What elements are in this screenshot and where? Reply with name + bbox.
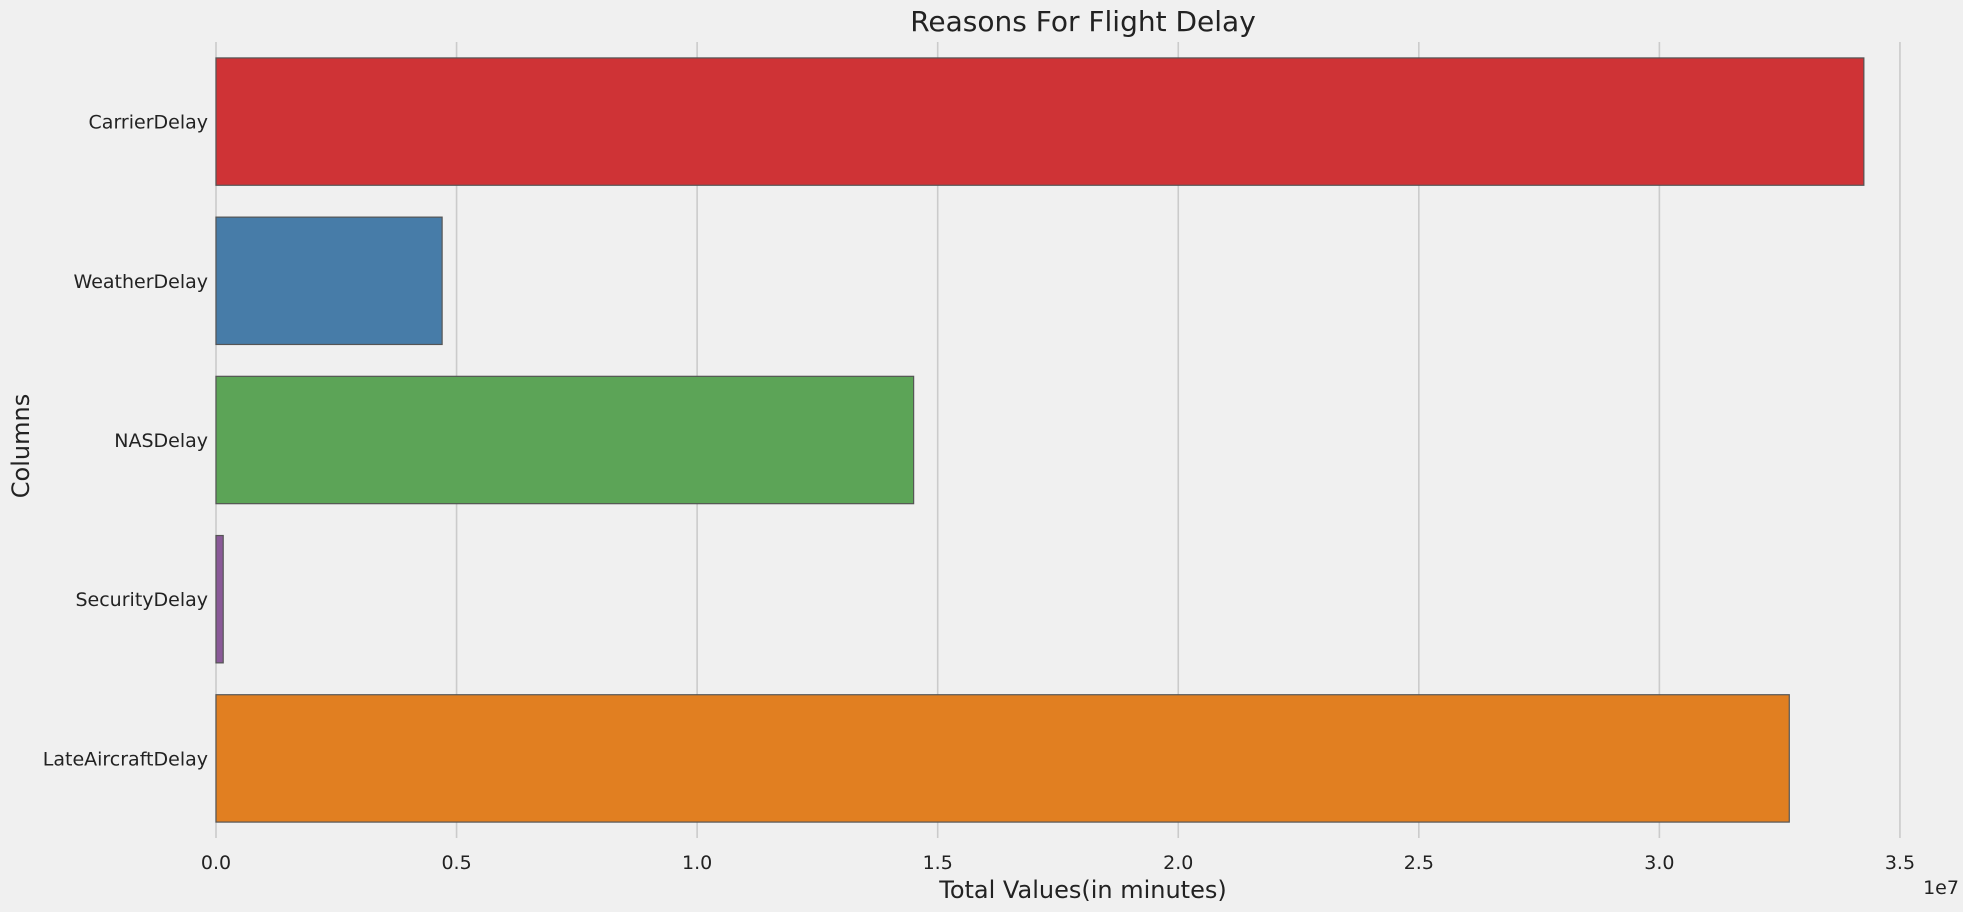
x-tick-labels: 0.0 0.5 1.0 1.5 2.0 2.5 3.0 3.5 [201, 852, 1915, 874]
x-tick-label: 1.0 [682, 852, 712, 874]
x-scale-note: 1e7 [1923, 877, 1959, 899]
category-label: CarrierDelay [89, 112, 208, 134]
category-labels: CarrierDelay WeatherDelay NASDelay Security… [43, 112, 208, 771]
bar-nasdelay [215, 375, 915, 505]
x-tick-label: 3.0 [1644, 852, 1674, 874]
x-tick-label: 1.5 [923, 852, 953, 874]
x-tick-label: 0.5 [441, 852, 471, 874]
bar-lateaircraftdelay [215, 694, 1790, 823]
category-label: WeatherDelay [74, 271, 208, 293]
bar-carrierdelay [215, 57, 1865, 186]
x-tick-label: 2.0 [1163, 852, 1193, 874]
x-axis-label: Total Values(in minutes) [938, 876, 1226, 904]
category-label: SecurityDelay [75, 589, 208, 611]
y-axis-label: Columns [7, 394, 35, 498]
x-tick-label: 2.5 [1404, 852, 1434, 874]
bars [215, 57, 1865, 823]
category-label: LateAircraftDelay [43, 748, 208, 770]
category-label: NASDelay [114, 430, 208, 452]
x-tick-label: 3.5 [1885, 852, 1915, 874]
chart-title: Reasons For Flight Delay [910, 5, 1256, 38]
bar-weatherdelay [215, 216, 443, 346]
x-tick-label: 0.0 [201, 852, 231, 874]
bar-securitydelay [215, 534, 224, 664]
